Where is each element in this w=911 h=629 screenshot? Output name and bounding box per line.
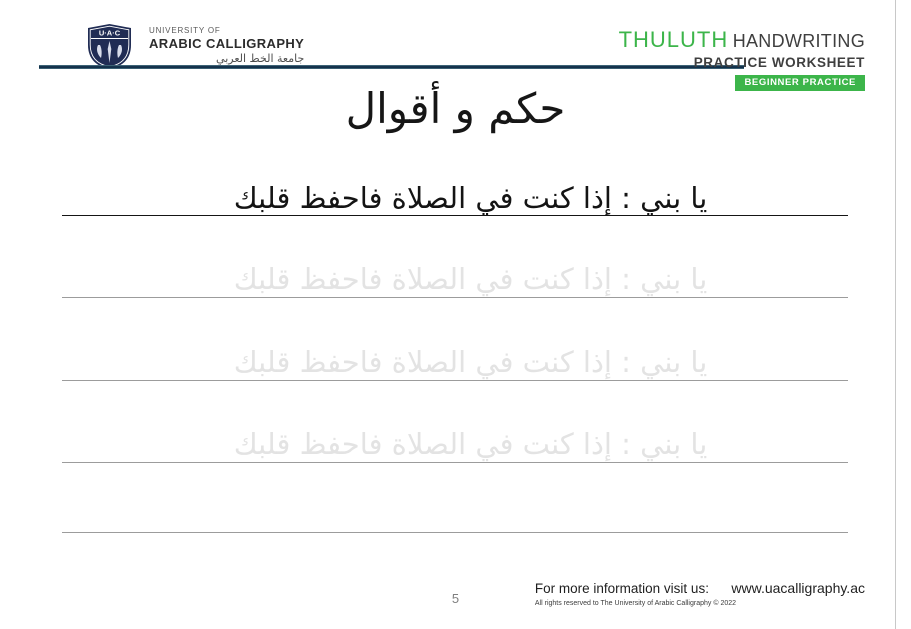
practice-line-traced: يا بني : إذا كنت في الصلاة فاحفظ قلبك xyxy=(233,427,708,461)
footer-info-label: For more information visit us: xyxy=(534,581,709,596)
logo-org-name: ARABIC CALLIGRAPHY xyxy=(149,36,305,51)
writing-line xyxy=(62,215,848,216)
heading-handwriting: HANDWRITING xyxy=(732,31,865,51)
practice-line-example: يا بني : إذا كنت في الصلاة فاحفظ قلبك xyxy=(233,181,708,215)
header-divider xyxy=(39,65,744,69)
logo-org-arabic: جامعة الخط العربي xyxy=(216,52,305,65)
writing-line xyxy=(62,462,848,463)
copyright-notice: All rights reserved to The University of… xyxy=(534,600,737,607)
logo-org-small: UNIVERSITY OF xyxy=(149,26,221,35)
heading-script-name: THULUTH xyxy=(618,27,729,52)
worksheet-header: THULUTH HANDWRITING PRACTICE WORKSHEET B… xyxy=(619,27,865,91)
logo-text: UNIVERSITY OF ARABIC CALLIGRAPHY جامعة ا… xyxy=(149,23,304,65)
worksheet-title: حكم و أقوال xyxy=(345,84,566,133)
logo-monogram: U·A·C xyxy=(99,29,121,38)
practice-line-traced: يا بني : إذا كنت في الصلاة فاحفظ قلبك xyxy=(233,262,708,296)
worksheet-heading: THULUTH HANDWRITING xyxy=(619,27,865,53)
footer: For more information visit us: www.uacal… xyxy=(535,580,865,607)
page-number: 5 xyxy=(451,591,460,606)
shield-crest-icon: U·A·C xyxy=(88,24,131,69)
page-edge-line xyxy=(895,0,896,629)
practice-line-traced: يا بني : إذا كنت في الصلاة فاحفظ قلبك xyxy=(233,345,708,379)
heading-subtitle: PRACTICE WORKSHEET xyxy=(693,55,865,70)
level-badge: BEGINNER PRACTICE xyxy=(735,75,865,91)
writing-line xyxy=(62,532,848,533)
website-link[interactable]: www.uacalligraphy.ac xyxy=(731,580,865,596)
writing-line xyxy=(62,297,848,298)
university-logo: U·A·C UNIVERSITY OF ARABIC CALLIGRAPHY ج… xyxy=(85,23,304,70)
writing-line xyxy=(62,380,848,381)
